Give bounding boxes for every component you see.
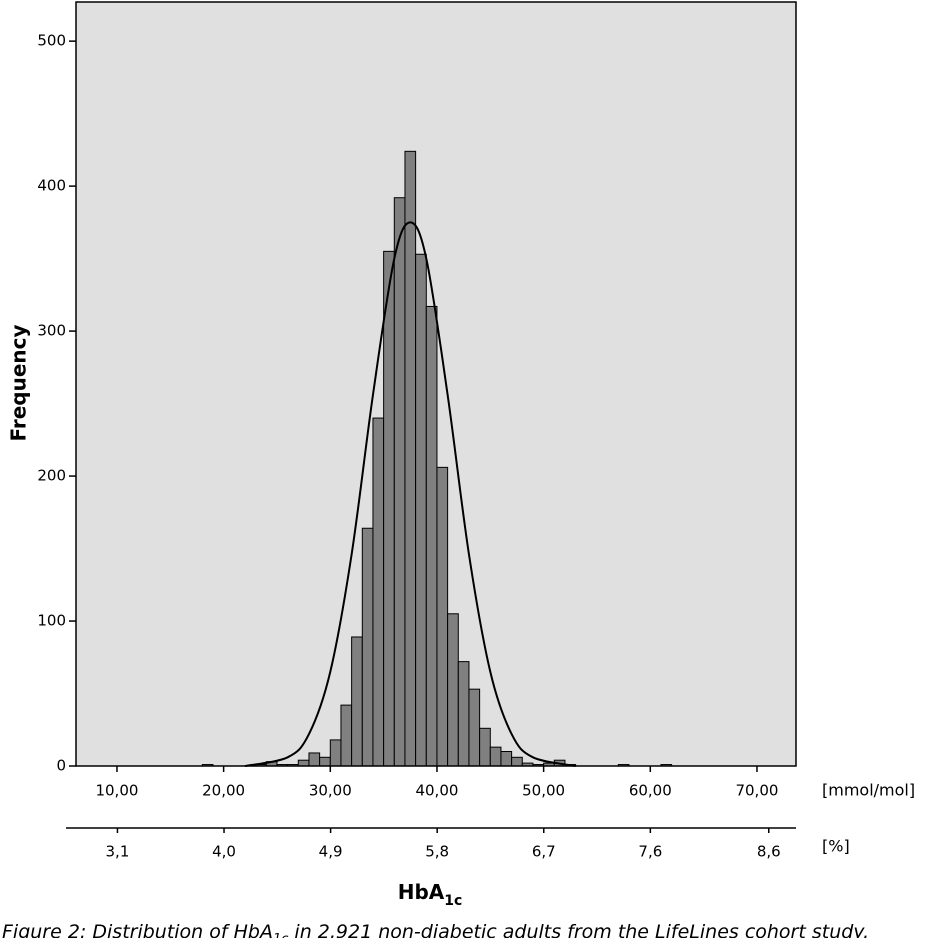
x-tick-label: 70,00	[735, 782, 778, 800]
x-tick-label: 30,00	[309, 782, 352, 800]
caption: Figure 2: Distribution of HbA1c in 2,921…	[2, 921, 869, 938]
bar	[479, 727, 491, 767]
bar	[425, 305, 438, 767]
x-axis-label: HbA1c	[398, 880, 463, 909]
y-tick-label: 0	[56, 757, 66, 775]
bar	[404, 150, 417, 767]
normal-curve	[244, 221, 576, 767]
caption-sub: 1c	[273, 932, 288, 938]
bar	[500, 751, 513, 767]
y-axis-label: Frequency	[7, 324, 31, 441]
bar	[436, 466, 449, 767]
bar	[511, 756, 523, 767]
bar	[372, 417, 385, 767]
bar	[351, 636, 363, 767]
bar	[361, 527, 374, 767]
x-axis-label-sub: 1c	[444, 893, 462, 909]
bar	[297, 759, 310, 767]
y-tick-label: 100	[37, 612, 66, 630]
x-tick-label: 40,00	[415, 782, 458, 800]
bar	[329, 739, 342, 767]
bar	[447, 613, 459, 767]
y-tick-label: 500	[37, 32, 66, 50]
bar	[468, 688, 481, 767]
y-tick-label: 400	[37, 177, 66, 195]
bar	[319, 756, 331, 767]
bar	[340, 704, 353, 767]
x-axis-label-text: HbA	[398, 880, 445, 904]
x2-tick-label: 3,1	[106, 843, 130, 861]
bar	[489, 746, 502, 767]
bar	[393, 197, 406, 767]
x2-tick-label: 5,8	[425, 843, 449, 861]
x2-tick-label: 6,7	[532, 843, 556, 861]
x2-unit: [%]	[822, 837, 850, 856]
x-unit: [mmol/mol]	[822, 781, 915, 800]
caption-text: in 2,921 non-diabetic adults from the Li…	[288, 921, 869, 938]
plot-border	[75, 1, 797, 767]
caption-text: Figure 2: Distribution of HbA	[2, 921, 273, 938]
x-tick-label: 60,00	[629, 782, 672, 800]
x2-tick-label: 8,6	[757, 843, 781, 861]
bar	[415, 253, 427, 767]
x-tick-label: 10,00	[95, 782, 138, 800]
bar	[308, 752, 321, 767]
x2-tick-label: 4,0	[212, 843, 236, 861]
x-tick-label: 50,00	[522, 782, 565, 800]
bar	[457, 661, 470, 767]
x-tick-label: 20,00	[202, 782, 245, 800]
y-tick-label: 300	[37, 322, 66, 340]
x2-tick-label: 4,9	[319, 843, 343, 861]
y-tick-label: 200	[37, 467, 66, 485]
x2-tick-label: 7,6	[638, 843, 662, 861]
bar	[383, 250, 395, 767]
